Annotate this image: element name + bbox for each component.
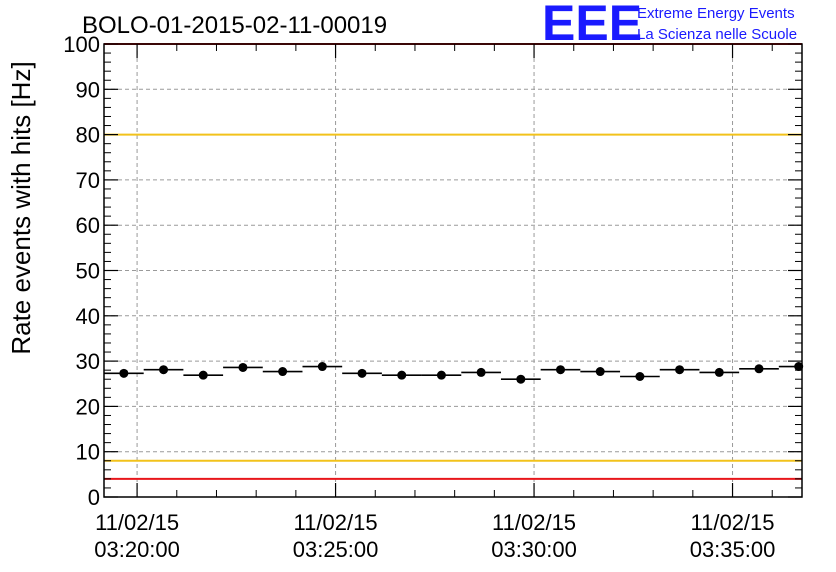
y-tick-label: 90 [76, 77, 100, 102]
logo-line-2: La Scienza nelle Scuole [637, 26, 797, 43]
x-tick-date-label: 11/02/15 [492, 510, 576, 535]
plot-frame [103, 43, 803, 498]
eee-logo-mark: EEE [542, 0, 642, 51]
data-point [754, 364, 764, 374]
y-tick-label: 20 [76, 394, 100, 419]
chart-title: BOLO-01-2015-02-11-00019 [82, 12, 387, 39]
data-point [317, 362, 327, 372]
x-tick-date-label: 11/02/15 [95, 510, 179, 535]
data-point [238, 362, 248, 372]
x-tick-time-label: 03:25:00 [293, 537, 379, 562]
x-tick-date-label: 11/02/15 [691, 510, 775, 535]
grid [104, 44, 802, 497]
data-point [714, 367, 724, 377]
data-point [397, 370, 407, 380]
y-tick-label: 60 [76, 213, 100, 238]
data-point [159, 365, 169, 375]
data-point [675, 365, 685, 375]
axis-ticks [104, 43, 802, 498]
data-point [476, 367, 486, 377]
data-point [436, 370, 446, 380]
reference-lines [104, 43, 802, 480]
y-tick-label: 0 [88, 485, 100, 510]
x-tick-date-label: 11/02/15 [294, 510, 378, 535]
data-point [556, 365, 566, 375]
y-tick-label: 70 [76, 168, 100, 193]
data-point [119, 368, 129, 378]
data-point [635, 372, 645, 382]
data-point [516, 374, 526, 384]
y-tick-label: 40 [76, 304, 100, 329]
y-tick-label: 50 [76, 259, 100, 284]
data-point [278, 367, 288, 377]
x-tick-time-label: 03:30:00 [491, 537, 577, 562]
logo-line-1: Extreme Energy Events [637, 5, 795, 22]
data-point [794, 362, 804, 372]
data-point [198, 370, 208, 380]
y-axis-label: Rate events with hits [Hz] [6, 61, 36, 354]
data-point [595, 367, 605, 377]
tick-labels: 010203040506070809010011/02/1503:20:0011… [63, 32, 775, 562]
data-series [104, 362, 804, 384]
y-tick-label: 30 [76, 349, 100, 374]
y-tick-label: 80 [76, 123, 100, 148]
data-point [357, 368, 367, 378]
y-tick-label: 10 [76, 440, 100, 465]
x-tick-time-label: 03:35:00 [690, 537, 776, 562]
y-tick-label: 100 [63, 32, 100, 57]
x-tick-time-label: 03:20:00 [94, 537, 180, 562]
eee-logo: EEE Extreme Energy Events La Scienza nel… [542, 0, 797, 51]
